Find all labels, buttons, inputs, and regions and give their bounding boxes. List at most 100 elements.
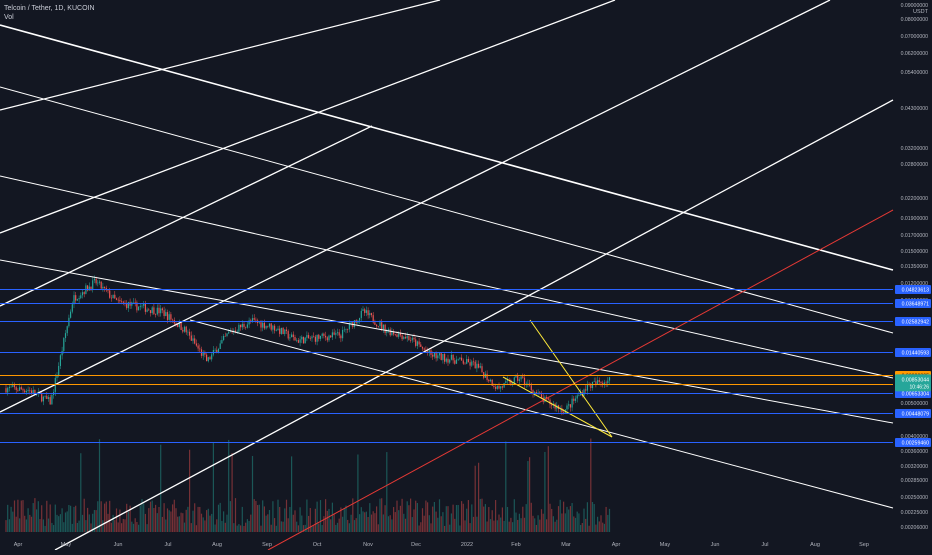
volume-bar bbox=[25, 519, 27, 532]
candle-body bbox=[180, 322, 182, 330]
candle-body bbox=[374, 322, 376, 325]
candle-body bbox=[411, 337, 413, 341]
desc-trendline-3[interactable] bbox=[0, 175, 894, 379]
volume-bar bbox=[430, 523, 432, 532]
time-tick-label: Aug bbox=[212, 542, 222, 548]
volume-bar bbox=[49, 504, 51, 532]
yellow-wedge-lower[interactable] bbox=[502, 376, 613, 438]
horizontal-levels[interactable] bbox=[0, 289, 893, 443]
candle-body bbox=[372, 315, 374, 323]
volume-bar bbox=[454, 518, 456, 532]
yellow-wedge-upper[interactable] bbox=[529, 319, 613, 438]
volume-bar bbox=[172, 504, 174, 532]
volume-bar bbox=[427, 502, 429, 532]
candle-body bbox=[224, 335, 226, 337]
candle-body bbox=[228, 331, 230, 334]
volume-bar bbox=[246, 519, 248, 532]
volume-bar bbox=[573, 516, 575, 532]
volume-indicator-label: Vol bbox=[4, 14, 14, 21]
volume-bar bbox=[319, 500, 322, 532]
volume-bar bbox=[109, 500, 111, 532]
volume-bar bbox=[525, 504, 527, 532]
volume-bar bbox=[518, 513, 520, 532]
candle-body bbox=[29, 390, 31, 391]
candle-body bbox=[248, 320, 250, 325]
asc-trendline-4[interactable] bbox=[0, 0, 831, 413]
volume-bar bbox=[102, 520, 104, 532]
volume-bar bbox=[503, 520, 505, 532]
red-trendline[interactable] bbox=[267, 209, 894, 551]
volume-bar bbox=[472, 516, 475, 532]
volume-bar bbox=[175, 508, 177, 532]
volume-bar bbox=[491, 510, 493, 532]
volume-bar bbox=[144, 513, 146, 532]
candle-body bbox=[479, 366, 481, 368]
volume-bar bbox=[396, 500, 398, 532]
time-axis[interactable]: Apr May Jun Jul Aug Sep Oct Nov Dec 2022 Feb Mar Apr… bbox=[14, 542, 869, 548]
desc-trendline-2[interactable] bbox=[0, 86, 894, 334]
volume-bar bbox=[183, 522, 186, 532]
volume-bar bbox=[593, 504, 595, 532]
candle-body bbox=[447, 358, 449, 363]
desc-trendline-4[interactable] bbox=[0, 259, 894, 424]
candle-body bbox=[175, 323, 177, 325]
volume-bar bbox=[605, 506, 607, 532]
candle-body bbox=[202, 352, 204, 356]
volume-bar bbox=[552, 516, 554, 532]
candle-body bbox=[90, 286, 92, 290]
price-tick-label: 0.01200000 bbox=[901, 281, 929, 287]
volume-bar bbox=[107, 513, 109, 532]
candle-body bbox=[505, 381, 507, 383]
candle-body bbox=[27, 390, 29, 391]
candle-body bbox=[342, 329, 344, 339]
volume-bar bbox=[535, 524, 537, 532]
drawn-trendlines[interactable] bbox=[0, 0, 894, 551]
volume-bar bbox=[161, 516, 163, 532]
volume-bar bbox=[272, 501, 274, 532]
asc-trendline-1[interactable] bbox=[0, 0, 441, 111]
candle-body bbox=[132, 301, 135, 303]
asc-trendline-5[interactable] bbox=[54, 99, 894, 551]
volume-bar bbox=[461, 501, 463, 532]
volume-bar bbox=[561, 513, 563, 532]
volume-bar bbox=[340, 507, 342, 532]
candle-body bbox=[292, 334, 294, 338]
candle-body bbox=[97, 282, 99, 284]
volume-bar bbox=[260, 525, 262, 532]
level-price-badge bbox=[895, 409, 931, 418]
candle-body bbox=[515, 375, 517, 378]
candle-body bbox=[141, 305, 143, 307]
price-tick-label: 0.08000000 bbox=[901, 17, 929, 23]
asc-trendline-3[interactable] bbox=[0, 125, 373, 307]
volume-bar bbox=[129, 505, 131, 532]
candle-body bbox=[158, 307, 160, 314]
volume-bar bbox=[585, 518, 587, 532]
volume-bar bbox=[274, 518, 276, 532]
candle-body bbox=[408, 336, 410, 340]
volume-bar bbox=[342, 516, 344, 532]
candle-body bbox=[20, 387, 22, 390]
volume-bar bbox=[78, 520, 80, 532]
volume-bar bbox=[47, 518, 50, 532]
volume-bar bbox=[117, 522, 119, 532]
volume-bar bbox=[110, 522, 112, 532]
volume-bar bbox=[513, 499, 515, 532]
volume-bar bbox=[168, 510, 170, 532]
candle-body bbox=[478, 363, 480, 368]
volume-bar bbox=[54, 504, 56, 532]
desc-trendline-1[interactable] bbox=[0, 24, 894, 271]
volume-bar bbox=[153, 508, 155, 532]
asc-trendline-2[interactable] bbox=[0, 0, 616, 234]
candle-body bbox=[246, 324, 248, 328]
candle-body bbox=[462, 360, 464, 364]
volume-bar bbox=[30, 516, 33, 532]
candle-body bbox=[185, 326, 187, 333]
volume-bar bbox=[294, 510, 296, 532]
volume-bar bbox=[46, 500, 48, 532]
volume-bar bbox=[389, 515, 391, 532]
candle-body bbox=[245, 326, 247, 328]
candle-body bbox=[289, 337, 291, 339]
